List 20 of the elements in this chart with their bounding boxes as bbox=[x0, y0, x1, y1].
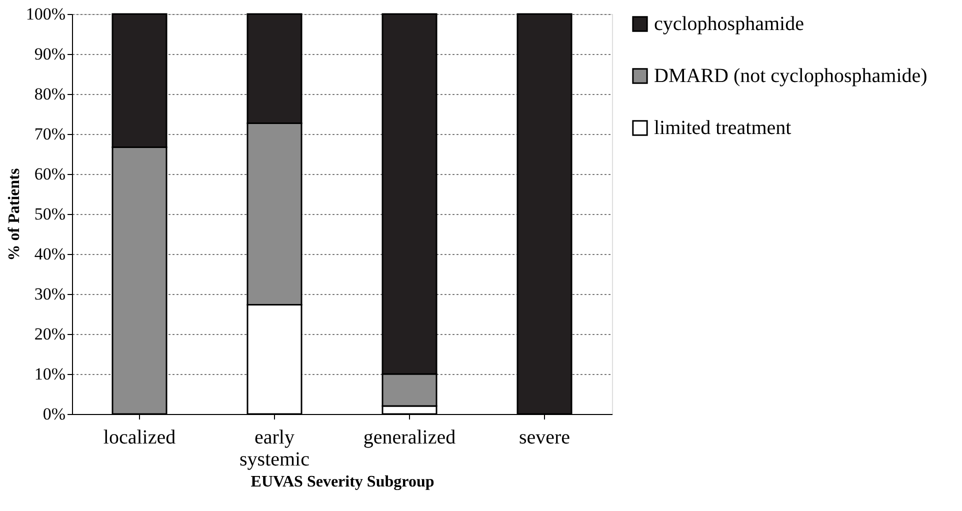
y-tick-label: 20% bbox=[34, 324, 66, 344]
legend-label: limited treatment bbox=[654, 117, 792, 139]
y-tick-label: 30% bbox=[34, 284, 66, 304]
y-tick-label: 40% bbox=[34, 244, 66, 264]
y-tick-label: 50% bbox=[34, 204, 66, 224]
y-tick-label: 90% bbox=[34, 44, 66, 64]
y-tick-label: 10% bbox=[34, 364, 66, 384]
y-tick-label: 70% bbox=[34, 124, 66, 144]
y-tick-label: 0% bbox=[42, 404, 66, 424]
y-axis-title: % of Patients bbox=[6, 168, 23, 261]
y-tick-label: 100% bbox=[26, 4, 66, 24]
x-axis-title: EUVAS Severity Subgroup bbox=[250, 474, 434, 490]
x-tick-label: severe bbox=[518, 426, 570, 448]
x-tick-label: localized bbox=[103, 426, 176, 448]
x-tick-label: generalized bbox=[363, 426, 456, 448]
legend-label: cyclophosphamide bbox=[654, 13, 804, 35]
y-tick-label: 80% bbox=[34, 84, 66, 104]
legend-label: DMARD (not cyclophosphamide) bbox=[654, 65, 928, 87]
y-tick-label: 60% bbox=[34, 164, 66, 184]
x-tick-label: early systemic bbox=[240, 426, 310, 470]
